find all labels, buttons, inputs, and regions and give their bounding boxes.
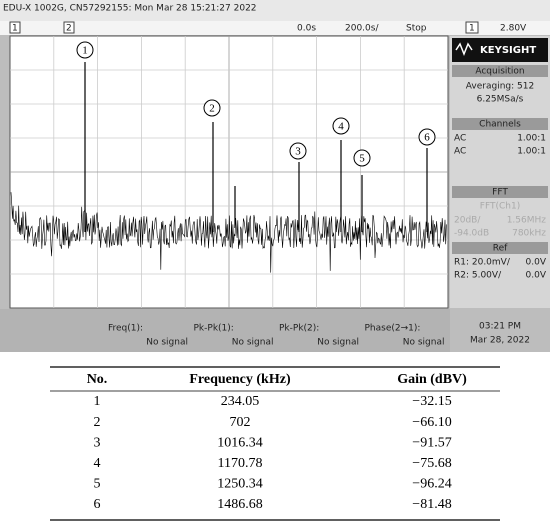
section-title: Acquisition [475,67,524,77]
side-panel [450,36,550,308]
peak-label: 4 [338,121,344,133]
ref-scale: R2: 5.00V/ [454,271,502,281]
section-title: Channels [479,120,521,130]
fft-offset: -94.0dB [454,229,489,239]
measure-label: Pk-Pk(1): [194,324,234,334]
logo-wave [455,42,473,57]
clock-date: Mar 28, 2022 [470,336,530,346]
peak-marker [76,41,94,59]
timebase: 200.0s/ [345,24,379,34]
trigger-level: 2.80V [500,24,527,34]
table-cell: −96.24 [412,477,451,492]
peak-marker [353,149,371,167]
peak-marker [418,128,436,146]
fft-scale: 20dB/ [454,216,481,226]
trigger-channel: 1 [469,24,475,34]
table-cell: 1486.68 [217,497,263,512]
section-head [452,65,548,77]
table-cell: −66.10 [412,415,451,430]
table-cell: 1170.78 [218,456,263,471]
ref-scale: R1: 20.0mV/ [454,258,511,268]
run-state: Stop [406,24,427,34]
table-cell: 1250.34 [217,477,263,492]
spectrum-trace [10,192,447,273]
table-header: Frequency (kHz) [189,372,291,387]
table-cell: 5 [94,477,101,492]
peak-marker [332,117,350,135]
channel-bar [0,21,550,35]
acq-mode: Averaging: 512 [466,82,534,92]
section-head [452,186,548,198]
section-title: Ref [493,244,508,254]
trigger-box [465,21,479,34]
section-title: FFT [492,188,508,198]
table-cell: −75.68 [412,456,451,471]
measure-value: No signal [403,338,445,348]
measure-bar [0,309,450,352]
measure-label: Freq(1): [108,324,143,334]
table-cell: −81.48 [412,497,451,512]
table-cell: 702 [230,415,251,430]
table-cell: 1016.34 [217,435,263,450]
clock-time: 03:21 PM [479,322,521,332]
table-cell: 3 [94,435,101,450]
ch-probe: 1.00:1 [517,147,546,157]
table-header: No. [87,372,108,387]
peaks: 1 2 3 4 5 6 [76,41,436,232]
ch-marker [63,21,75,34]
ch-marker-label: 1 [12,24,18,34]
table-cell: 4 [94,456,101,471]
fft-span: 1.56MHz [507,216,547,226]
ref-offset: 0.0V [526,258,547,268]
peak-label: 1 [82,45,88,57]
grid [10,36,448,308]
ref-offset: 0.0V [526,271,547,281]
brand-box [452,38,548,62]
table-cell: 1 [94,394,101,409]
ch-probe: 1.00:1 [517,134,546,144]
measure-label: Pk-Pk(2): [279,324,319,334]
peak-marker [203,99,221,117]
ch-marker [9,21,21,34]
measure-value: No signal [232,338,274,348]
table-cell: −32.15 [412,394,451,409]
fft-source: FFT(Ch1) [480,202,520,212]
table-cell: 6 [94,497,101,512]
table: No. Frequency (kHz) Gain (dBV) 1 234.05 −32.1… [87,372,467,512]
table-header: Gain (dBV) [397,372,467,387]
peak-label: 3 [295,146,301,158]
brand: KEYSIGHT [480,45,536,56]
ch-coupling: AC [454,147,466,157]
acq-rate: 6.25MSa/s [477,95,524,105]
top-bar [0,0,550,21]
measure-value: No signal [317,338,359,348]
section-head [452,118,548,130]
table-cell: 234.05 [221,394,260,409]
time-ref: 0.0s [297,24,316,34]
fft-center: 780kHz [512,229,546,239]
peak-label: 6 [424,132,430,144]
ch-marker-label: 2 [66,24,72,34]
ch-coupling: AC [454,134,466,144]
peak-marker [289,142,307,160]
table-cell: −91.57 [412,435,451,450]
section-head [452,242,548,254]
measure-value: No signal [146,338,188,348]
measure-label: Phase(2→1): [365,324,421,334]
peak-label: 5 [359,153,365,165]
table-cell: 2 [94,415,101,430]
header: EDU-X 1002G, CN57292155: Mon Mar 28 15:2… [3,4,257,14]
peak-label: 2 [209,103,215,115]
